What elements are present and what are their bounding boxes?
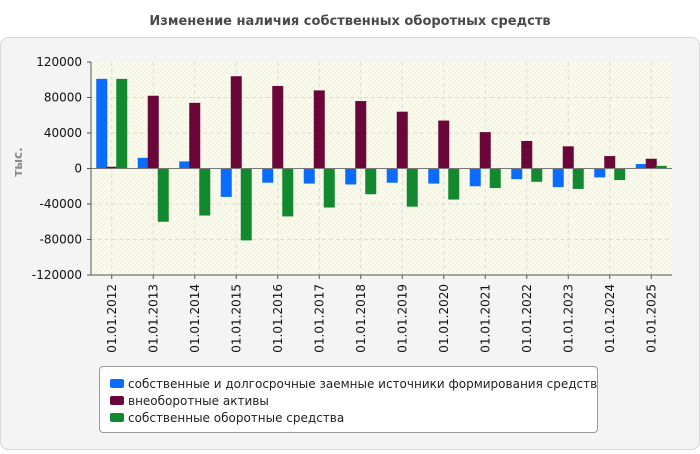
bar-series-2 bbox=[313, 90, 325, 169]
bar-series-1 bbox=[303, 168, 315, 184]
bar-series-2 bbox=[604, 156, 616, 169]
bar-series-2 bbox=[396, 111, 408, 169]
bar-series-1 bbox=[96, 78, 108, 169]
x-tick-label: 01.01.2025 bbox=[644, 284, 658, 353]
bars bbox=[96, 76, 667, 241]
legend-label: внеоборотные активы bbox=[128, 393, 269, 408]
bar-series-3 bbox=[531, 168, 543, 182]
y-tick-label: 80000 bbox=[44, 91, 82, 105]
legend-swatch-series-3 bbox=[110, 413, 124, 422]
x-tick-label: 01.01.2012 bbox=[105, 284, 119, 353]
bar-series-1 bbox=[179, 161, 191, 169]
bar-series-3 bbox=[282, 168, 294, 217]
x-tick-label: 01.01.2015 bbox=[229, 284, 243, 353]
bar-series-3 bbox=[199, 168, 211, 216]
bar-series-1 bbox=[262, 168, 274, 183]
bar-series-1 bbox=[594, 168, 606, 178]
bar-series-3 bbox=[614, 168, 626, 181]
bar-series-2 bbox=[230, 76, 242, 169]
x-tick-label: 01.01.2022 bbox=[520, 284, 534, 353]
legend-item: собственные оборотные средства bbox=[110, 409, 587, 426]
legend-swatch-series-2 bbox=[110, 396, 124, 405]
bar-series-2 bbox=[645, 158, 657, 169]
x-tick-label: 01.01.2024 bbox=[603, 284, 617, 353]
bar-series-1 bbox=[428, 168, 440, 184]
y-tick-label: -120000 bbox=[32, 268, 82, 282]
bar-series-3 bbox=[116, 78, 128, 169]
bar-series-3 bbox=[489, 168, 501, 189]
bar-series-3 bbox=[406, 168, 418, 207]
bar-series-1 bbox=[220, 168, 232, 197]
legend-swatch-series-1 bbox=[110, 379, 124, 388]
bar-series-2 bbox=[521, 140, 533, 169]
bar-series-2 bbox=[147, 95, 159, 169]
bar-series-1 bbox=[635, 164, 647, 169]
legend-label: собственные оборотные средства bbox=[128, 410, 345, 425]
y-tick-label: 120000 bbox=[36, 55, 82, 69]
legend-item: внеоборотные активы bbox=[110, 392, 587, 409]
axes: 120000 80000 40000 0 -40000 -80000 -120000 01.0… bbox=[32, 55, 672, 353]
legend-item: собственные и долгосрочные заемные источ… bbox=[110, 375, 597, 392]
x-tick-label: 01.01.2020 bbox=[437, 284, 451, 353]
bar-series-2 bbox=[479, 132, 491, 169]
bar-series-3 bbox=[240, 168, 252, 241]
y-tick-label: 0 bbox=[74, 162, 82, 176]
bar-series-3 bbox=[448, 168, 460, 200]
bar-series-1 bbox=[511, 168, 523, 180]
x-tick-label: 01.01.2021 bbox=[478, 284, 492, 353]
y-tick-label: -80000 bbox=[39, 233, 82, 247]
chart-title: Изменение наличия собственных оборотных … bbox=[149, 14, 550, 29]
x-tick-label: 01.01.2016 bbox=[271, 284, 285, 353]
bar-series-1 bbox=[386, 168, 398, 183]
bar-series-1 bbox=[469, 168, 481, 187]
bar-series-2 bbox=[106, 166, 118, 169]
bar-series-2 bbox=[562, 146, 574, 169]
x-tick-label: 01.01.2014 bbox=[188, 284, 202, 353]
bar-series-3 bbox=[655, 165, 667, 169]
bar-series-3 bbox=[572, 168, 584, 189]
bar-series-3 bbox=[157, 168, 169, 222]
bar-series-2 bbox=[438, 120, 450, 169]
x-tick-label: 01.01.2023 bbox=[561, 284, 575, 353]
x-tick-label: 01.01.2019 bbox=[395, 284, 409, 353]
x-tick-label: 01.01.2013 bbox=[146, 284, 160, 353]
bar-series-1 bbox=[345, 168, 357, 185]
bar-series-3 bbox=[365, 168, 377, 195]
legend: собственные и долгосрочные заемные источ… bbox=[99, 366, 598, 433]
bar-series-2 bbox=[355, 101, 367, 169]
legend-label: собственные и долгосрочные заемные источ… bbox=[128, 376, 598, 391]
bar-series-2 bbox=[189, 102, 201, 169]
y-axis-label: тыс. bbox=[11, 147, 25, 176]
y-tick-label: -40000 bbox=[39, 197, 82, 211]
bar-series-1 bbox=[552, 168, 564, 188]
x-tick-label: 01.01.2018 bbox=[354, 284, 368, 353]
bar-series-3 bbox=[323, 168, 335, 208]
bar-series-2 bbox=[272, 85, 284, 169]
bar-series-1 bbox=[137, 157, 149, 169]
y-tick-label: 40000 bbox=[44, 126, 82, 140]
x-tick-label: 01.01.2017 bbox=[312, 284, 326, 353]
